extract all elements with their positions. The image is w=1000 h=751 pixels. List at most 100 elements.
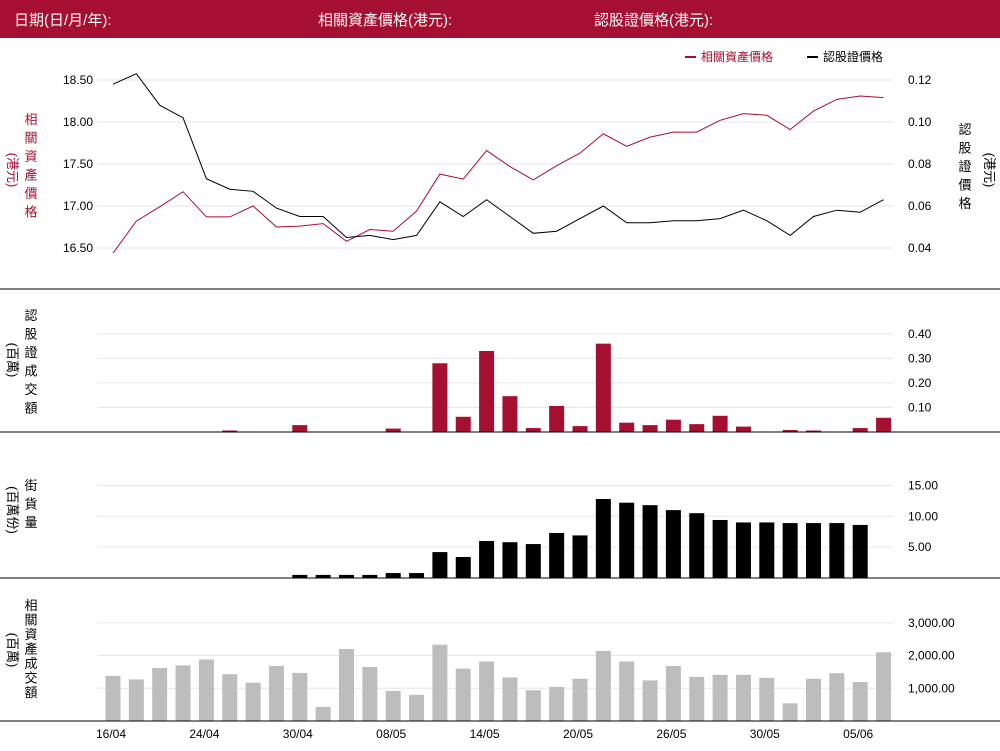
y-right-tick-label: 0.12	[908, 73, 932, 87]
underlying-turnover-bar	[175, 665, 191, 721]
y-tick-label: 0.30	[908, 351, 932, 365]
underlying-turnover-bar	[409, 694, 425, 721]
underlying-turnover-bar	[595, 650, 611, 721]
y-left-axis-title: 相	[24, 112, 37, 127]
underlying-turnover-bar	[455, 668, 471, 721]
outstanding-bar	[619, 502, 635, 578]
y-right-tick-label: 0.08	[908, 157, 932, 171]
underlying-turnover-bar	[735, 674, 751, 721]
y-tick-label: 10.00	[908, 509, 938, 523]
y-left-tick-label: 17.00	[63, 199, 93, 213]
underlying-turnover-bar	[549, 686, 565, 721]
warrant-price-label: 認股證價格(港元):	[594, 12, 714, 29]
y-left-tick-label: 16.50	[63, 241, 93, 255]
y-axis-title: 貨	[24, 497, 37, 512]
y-axis-title: 成	[24, 364, 37, 379]
outstanding-bar	[759, 522, 775, 578]
y-right-axis-title: 格	[958, 196, 971, 211]
y-axis-title: 證	[24, 345, 37, 360]
warrant-turnover-bar	[712, 415, 728, 432]
y-left-axis-title: 關	[24, 131, 37, 146]
warrant-turnover-bar	[502, 396, 518, 432]
underlying-turnover-bar	[876, 652, 892, 721]
outstanding-bar	[689, 513, 705, 578]
outstanding-bar	[432, 552, 448, 578]
underlying-turnover-bar	[362, 667, 378, 721]
legend-label-underlying: 相關資產價格	[701, 49, 773, 64]
x-tick-label: 24/04	[189, 727, 219, 741]
underlying-turnover-bar	[665, 666, 681, 721]
outstanding-bar	[455, 557, 471, 578]
y-axis-title: 產	[24, 642, 37, 657]
warrant-turnover-bar	[665, 419, 681, 432]
y-tick-label: 3,000.00	[908, 616, 955, 630]
y-axis-title: 認	[24, 308, 37, 323]
underlying-turnover-bar	[479, 661, 495, 721]
underlying-turnover-bar	[782, 703, 798, 721]
y-left-axis-title: 格	[24, 205, 37, 220]
outstanding-bar	[665, 510, 681, 578]
y-axis-title: 交	[24, 671, 37, 686]
date-label: 日期(日/月/年):	[14, 12, 112, 29]
y-axis-title: 街	[24, 478, 37, 493]
warrant-turnover-bar	[432, 363, 448, 432]
underlying-price-label: 相關資產價格(港元):	[318, 12, 453, 29]
y-right-axis-title: 價	[958, 178, 971, 193]
outstanding-bar	[642, 505, 658, 578]
warrant-turnover-bar	[455, 416, 471, 432]
y-right-tick-label: 0.10	[908, 115, 932, 129]
warrant-turnover-bar	[549, 405, 565, 432]
warrant-turnover-bar	[689, 424, 705, 432]
y-axis-title: 量	[24, 515, 37, 530]
warrant-turnover-bar	[782, 430, 798, 432]
y-tick-label: 0.40	[908, 327, 932, 341]
y-tick-label: 15.00	[908, 478, 938, 492]
underlying-turnover-bar	[315, 706, 331, 721]
underlying-turnover-bar	[152, 667, 168, 721]
underlying-turnover-bar	[619, 661, 635, 721]
x-tick-label: 08/05	[376, 727, 406, 741]
underlying-turnover-bar	[385, 690, 401, 721]
warrant-turnover-bar	[876, 417, 892, 432]
outstanding-bar	[549, 532, 565, 578]
outstanding-bar	[409, 573, 425, 578]
y-tick-label: 2,000.00	[908, 649, 955, 663]
y-tick-label: 0.20	[908, 376, 932, 390]
warrant-turnover-bar	[385, 428, 401, 432]
y-tick-label: 5.00	[908, 540, 932, 554]
y-tick-label: 1,000.00	[908, 681, 955, 695]
outstanding-bar	[782, 523, 798, 578]
y-axis-title: 股	[24, 327, 37, 342]
y-right-tick-label: 0.04	[908, 241, 932, 255]
underlying-turnover-bar	[525, 690, 541, 721]
warrant-turnover-bar	[572, 426, 588, 432]
y-right-tick-label: 0.06	[908, 199, 932, 213]
underlying-turnover-bar	[502, 677, 518, 721]
y-right-axis-title: 股	[958, 141, 971, 156]
warrant-turnover-bar	[852, 428, 868, 432]
warrant-turnover-bar	[642, 425, 658, 432]
y-axis-unit: (百萬份)	[5, 486, 20, 534]
y-right-axis-title: 證	[958, 159, 971, 174]
y-left-axis-title: 產	[24, 168, 37, 183]
underlying-turnover-bar	[759, 677, 775, 721]
y-right-axis-unit: (港元)	[982, 153, 997, 188]
y-right-axis-title: 認	[958, 122, 971, 137]
underlying-turnover-bar	[222, 674, 238, 721]
underlying-turnover-bar	[198, 659, 214, 721]
outstanding-bar	[572, 535, 588, 578]
underlying-turnover-bar	[339, 649, 354, 721]
underlying-turnover-bar	[852, 682, 868, 721]
legend-label-warrant: 認股證價格	[823, 49, 883, 64]
x-tick-label: 30/04	[283, 727, 313, 741]
underlying-turnover-bar	[829, 673, 845, 721]
x-tick-label: 14/05	[470, 727, 500, 741]
warrant-turnover-bar	[222, 430, 238, 432]
warrant-turnover-bar	[479, 351, 495, 432]
warrant-price-line	[112, 73, 884, 241]
outstanding-bar	[712, 519, 728, 578]
underlying-turnover-bar	[642, 680, 658, 721]
underlying-turnover-bar	[572, 678, 588, 721]
underlying-turnover-bar	[128, 679, 144, 721]
